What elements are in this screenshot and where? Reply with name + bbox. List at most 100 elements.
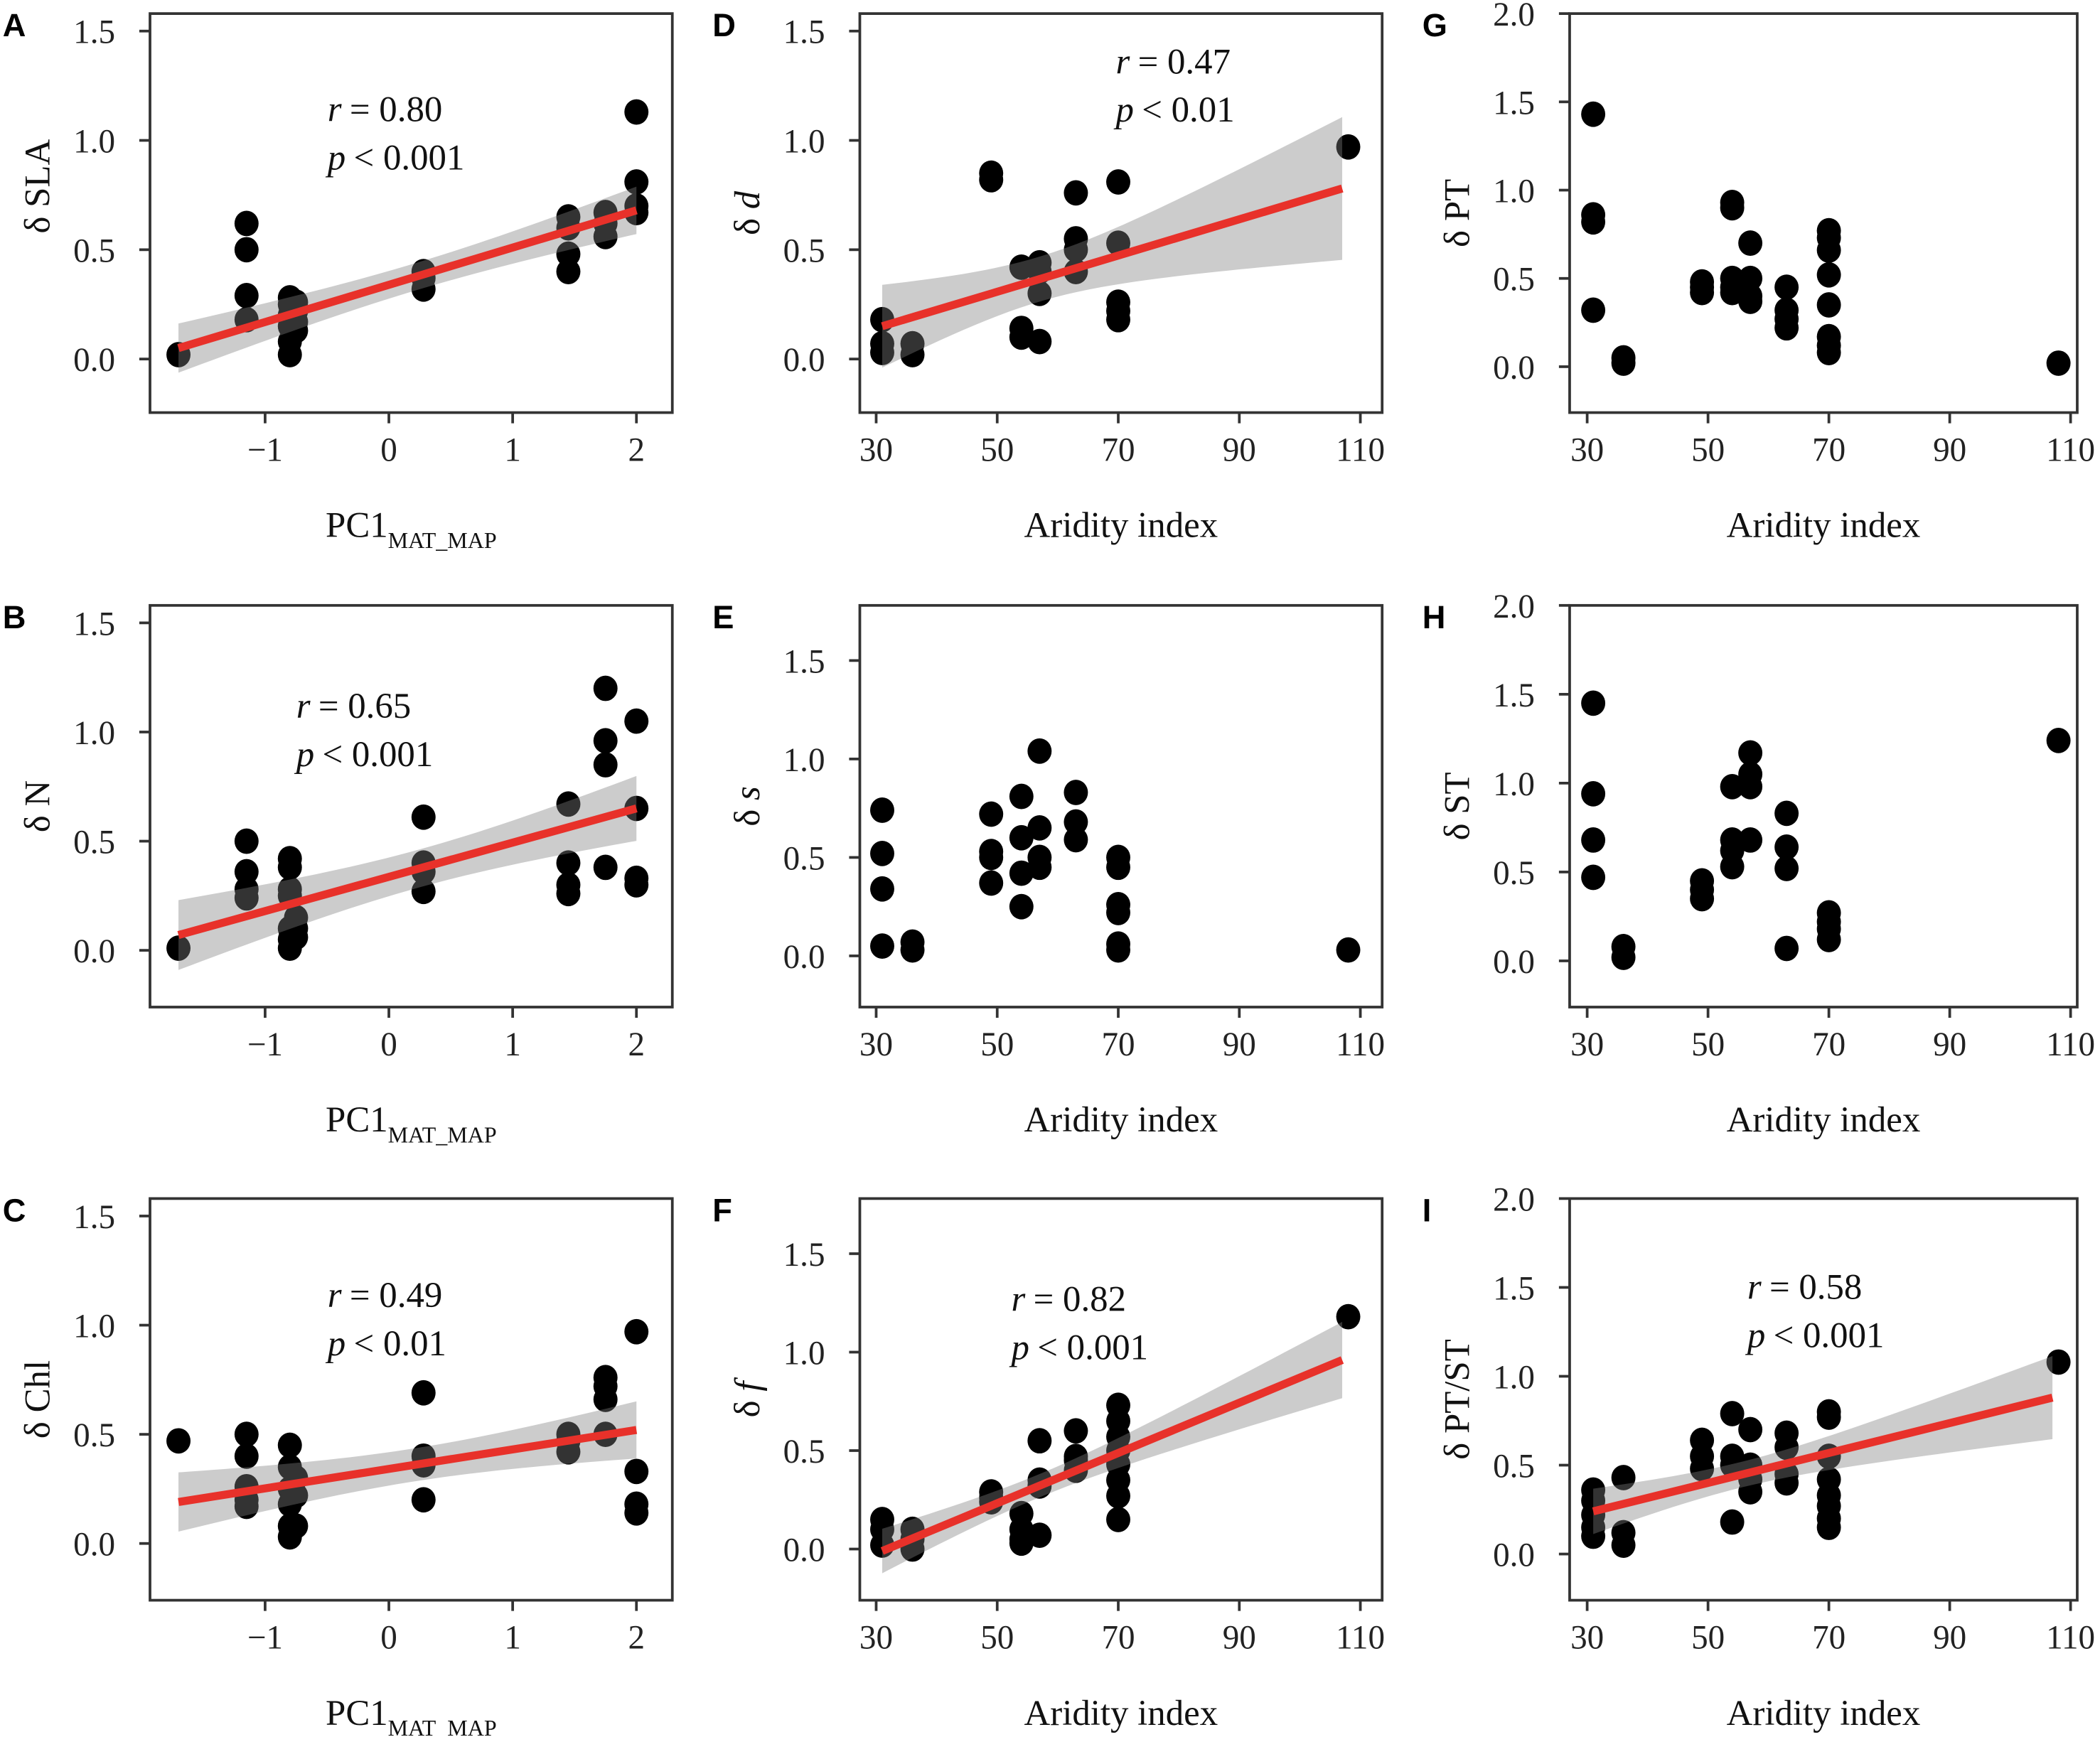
data-point bbox=[1106, 1507, 1130, 1532]
data-point bbox=[1774, 274, 1799, 301]
axes-frame bbox=[858, 1197, 1384, 1602]
data-point bbox=[1738, 230, 1763, 256]
y-label-main: δ bbox=[728, 209, 768, 235]
data-point bbox=[624, 99, 649, 125]
data-point bbox=[411, 1380, 436, 1406]
x-tick-label: −1 bbox=[247, 1026, 283, 1063]
data-point bbox=[277, 854, 302, 881]
r-value: = 0.47 bbox=[1138, 42, 1231, 82]
r-value: = 0.49 bbox=[350, 1276, 442, 1316]
p-value: < 0.001 bbox=[1774, 1316, 1885, 1356]
confidence-band bbox=[882, 117, 1343, 368]
data-point bbox=[1816, 927, 1841, 952]
data-point bbox=[1009, 783, 1034, 810]
data-point bbox=[1738, 289, 1763, 314]
x-tick-label: 30 bbox=[859, 1619, 893, 1656]
x-axis-label: Aridity index bbox=[1727, 506, 1921, 546]
data-point bbox=[284, 1483, 309, 1509]
data-point bbox=[1816, 340, 1841, 365]
regression-line bbox=[178, 1426, 638, 1506]
axes-frame bbox=[149, 12, 674, 414]
data-point bbox=[556, 259, 581, 285]
y-tick-label: 1.5 bbox=[1493, 85, 1535, 122]
y-tick-label: 0.5 bbox=[1493, 855, 1535, 892]
y-tick-label: 1.0 bbox=[1493, 766, 1535, 803]
x-tick-label: 2 bbox=[628, 431, 645, 468]
data-point bbox=[234, 1443, 259, 1469]
x-tick-label: 110 bbox=[1336, 1026, 1385, 1063]
data-point bbox=[1774, 315, 1799, 341]
data-point bbox=[624, 1500, 649, 1526]
plot-area bbox=[1581, 1349, 2071, 1558]
data-point bbox=[234, 1421, 259, 1448]
y-tick-label: 0.5 bbox=[1493, 262, 1535, 299]
y-tick-label: 1.5 bbox=[73, 1199, 115, 1236]
y-tick-label: 0.5 bbox=[783, 840, 825, 877]
data-point bbox=[1027, 814, 1052, 841]
r-symbol: r bbox=[1012, 1280, 1026, 1320]
p-annotation: p < 0.01 bbox=[326, 1324, 446, 1364]
data-point bbox=[1027, 1428, 1052, 1454]
y-tick-label: 1.5 bbox=[1493, 1270, 1535, 1307]
x-axis-label: PC1MAT_MAP bbox=[326, 1100, 497, 1147]
y-tick-label: 1.0 bbox=[73, 1308, 115, 1345]
y-label-variable: s bbox=[728, 786, 768, 800]
x-tick-label: 1 bbox=[504, 1026, 521, 1063]
plot-area bbox=[870, 1303, 1361, 1574]
x-tick-label: 110 bbox=[2046, 431, 2095, 468]
data-point bbox=[1064, 809, 1088, 835]
data-point bbox=[1027, 1522, 1052, 1549]
x-label-main: Aridity index bbox=[1727, 1100, 1921, 1140]
y-tick-label: 1.5 bbox=[783, 14, 825, 51]
x-axis-label: Aridity index bbox=[1727, 1694, 1921, 1733]
y-tick-label: 0.5 bbox=[73, 1417, 115, 1454]
x-axis-label: PC1MAT_MAP bbox=[326, 506, 497, 553]
data-point bbox=[979, 844, 1004, 871]
data-point bbox=[166, 1428, 191, 1454]
y-tick-label: 2.0 bbox=[1493, 588, 1535, 625]
data-point bbox=[1738, 1416, 1763, 1443]
data-point bbox=[1336, 1303, 1361, 1330]
x-tick-label: 90 bbox=[1223, 431, 1256, 468]
data-point bbox=[1009, 1530, 1034, 1556]
x-tick-label: 70 bbox=[1812, 1026, 1845, 1063]
data-point bbox=[1720, 195, 1745, 221]
axes-frame bbox=[149, 603, 674, 1009]
data-point bbox=[1774, 856, 1799, 881]
panel-a: −1 0 1 2 0.0 0.5 1.0 1.5 PC1MAT_MAP δ SLA Ar = 0.80… bbox=[3, 7, 674, 553]
plot-area bbox=[166, 675, 649, 970]
data-point bbox=[284, 1513, 309, 1539]
y-tick-label: 1.5 bbox=[783, 1237, 825, 1274]
y-tick-label: 1.0 bbox=[1493, 1359, 1535, 1396]
data-point bbox=[593, 223, 618, 249]
y-label-main: δ N bbox=[18, 780, 58, 832]
x-tick-label: 2 bbox=[628, 1026, 645, 1063]
data-point bbox=[411, 804, 436, 830]
r-symbol: r bbox=[296, 687, 311, 726]
x-label-main: PC1 bbox=[326, 1100, 388, 1140]
plot-area bbox=[1581, 690, 2071, 970]
data-point bbox=[1774, 935, 1799, 962]
data-point bbox=[1581, 827, 1606, 853]
panel-letter: D bbox=[712, 7, 736, 43]
data-point bbox=[1106, 854, 1130, 881]
x-label-subscript: MAT_MAP bbox=[388, 1122, 497, 1147]
data-point bbox=[593, 1387, 618, 1412]
data-point bbox=[624, 1318, 649, 1345]
data-point bbox=[411, 1487, 436, 1513]
regression-line bbox=[177, 206, 638, 353]
x-tick-label: 30 bbox=[1570, 1026, 1604, 1063]
data-point bbox=[900, 937, 925, 963]
r-symbol: r bbox=[328, 1276, 342, 1316]
x-tick-label: 30 bbox=[859, 431, 893, 468]
panel-e: 30 50 70 90 110 0.0 0.5 1.0 1.5 Aridity index δ s E bbox=[712, 599, 1385, 1140]
x-tick-label: 90 bbox=[1933, 1026, 1966, 1063]
y-tick-label: 0.5 bbox=[73, 824, 115, 861]
data-point bbox=[1064, 237, 1088, 263]
data-point bbox=[979, 870, 1004, 896]
y-tick-label: 1.0 bbox=[1493, 173, 1535, 210]
x-label-main: Aridity index bbox=[1024, 506, 1218, 546]
y-tick-label: 1.5 bbox=[73, 606, 115, 642]
data-point bbox=[870, 933, 894, 959]
data-point bbox=[624, 169, 649, 195]
